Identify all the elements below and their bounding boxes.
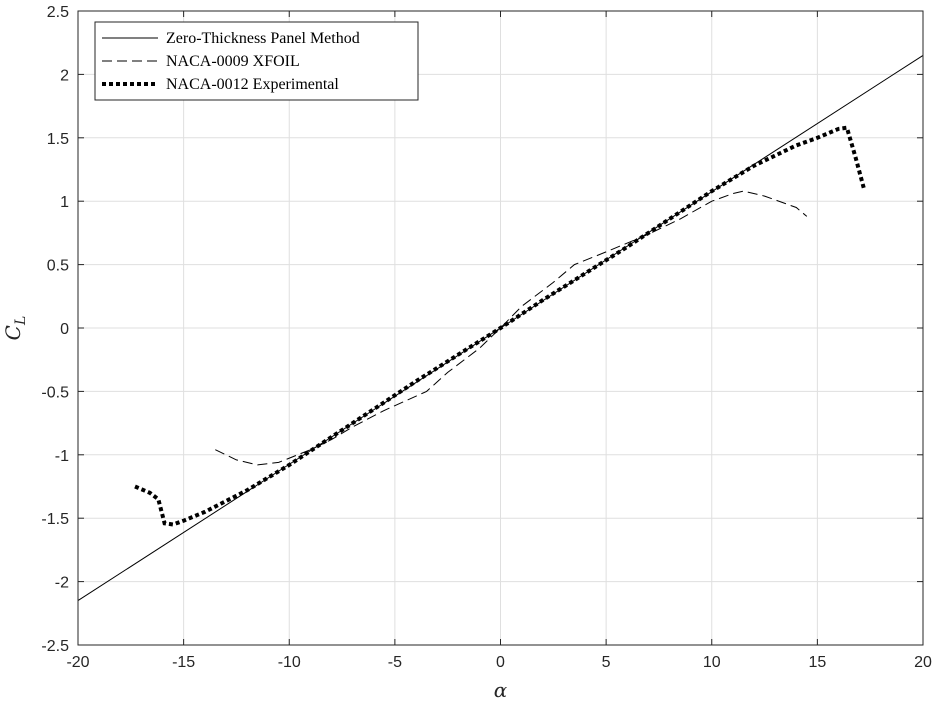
series-line-2 [215, 190, 808, 466]
y-tick-label: -2 [55, 575, 69, 592]
y-tick-label: 1.5 [47, 131, 69, 148]
y-tick-label: -0.5 [41, 384, 69, 401]
x-tick-label: -15 [172, 654, 195, 671]
x-tick-label: 5 [602, 654, 611, 671]
legend-label-2: NACA-0009 XFOIL [166, 53, 300, 70]
x-tick-label: -10 [278, 654, 301, 671]
y-axis-label-subscript: L [13, 316, 29, 326]
y-tick-label: 1 [60, 194, 69, 211]
legend: Zero-Thickness Panel Method NACA-0009 XFO… [94, 21, 419, 101]
y-tick-label: 0 [60, 321, 69, 338]
y-axis-label: CL [1, 316, 29, 341]
x-axis-label: α [494, 678, 508, 702]
data-series [77, 54, 924, 602]
grid-lines [77, 10, 924, 646]
legend-label-3: NACA-0012 Experimental [166, 76, 339, 93]
y-tick-label: -2.5 [41, 638, 69, 655]
x-tick-label: 20 [914, 654, 932, 671]
x-tick-label: -5 [388, 654, 402, 671]
y-tick-label: 2 [60, 67, 69, 84]
legend-label-1: Zero-Thickness Panel Method [166, 30, 360, 47]
y-tick-label: 0.5 [47, 258, 69, 275]
x-tick-label: 0 [496, 654, 505, 671]
y-tick-label: -1 [55, 448, 69, 465]
y-tick-label: 2.5 [47, 4, 69, 21]
y-axis-label-main: C [1, 325, 25, 340]
axis-ticks: -20 -15 -10 -5 0 5 10 15 20 -2.5 -2 -1.5 -1 -0.5 0 0.5 1… [41, 4, 932, 671]
y-tick-label: -1.5 [41, 511, 69, 528]
x-tick-label: -20 [66, 654, 89, 671]
x-tick-label: 10 [703, 654, 721, 671]
x-tick-label: 15 [808, 654, 826, 671]
